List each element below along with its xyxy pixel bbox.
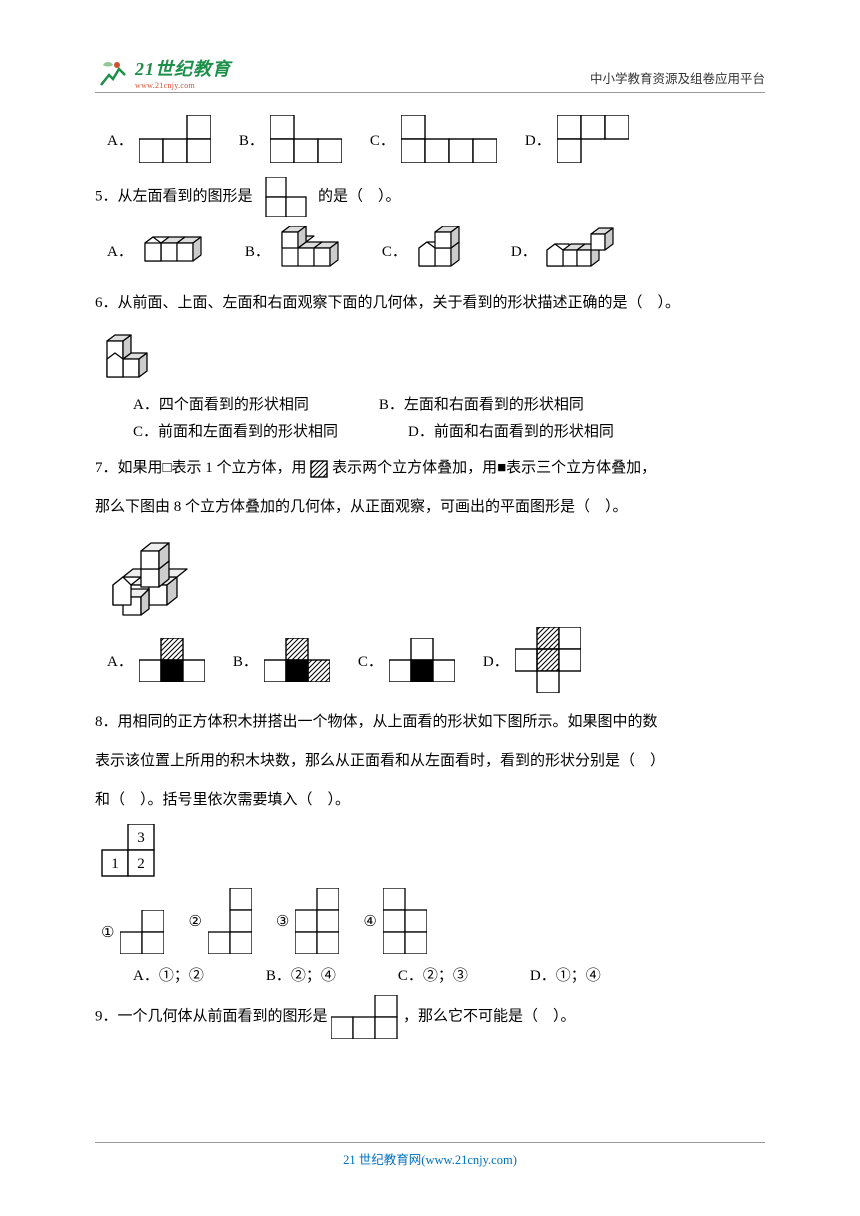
logo-sub-text: www.21cnjy.com xyxy=(135,81,231,90)
q7-plan-b xyxy=(264,638,330,682)
q6-opt-c: C．前面和左面看到的形状相同 xyxy=(133,420,338,441)
q8-topview-map: 3 1 2 xyxy=(101,824,155,878)
q7-line1: 7．如果用□表示 1 个立方体，用 表示两个立方体叠加，用■表示三个立方体叠加， xyxy=(95,453,765,483)
q8-shape-3 xyxy=(295,888,339,954)
hatch-square-icon xyxy=(310,460,328,478)
q7-line1a: 7．如果用□表示 1 个立方体，用 xyxy=(95,460,307,476)
q5-opt-c: C． xyxy=(382,240,407,261)
q5-target-shape xyxy=(258,177,314,217)
flat-shape-b xyxy=(270,115,342,163)
q5-opt-a: A． xyxy=(107,240,133,261)
q8-circ-3: ③ xyxy=(276,912,289,931)
q8-shape-2 xyxy=(208,888,252,954)
q6-options-row1: A．四个面看到的形状相同 B．左面和右面看到的形状相同 xyxy=(133,393,765,414)
q5-opt-b: B． xyxy=(245,240,270,261)
opt-label-d: D． xyxy=(525,129,551,150)
q5-opt-d: D． xyxy=(511,240,537,261)
opt-label-b: B． xyxy=(239,129,264,150)
q5-after: 的是（ ）。 xyxy=(318,188,401,204)
q5-stem: 5．从左面看到的图形是 的是（ ）。 xyxy=(95,177,765,217)
q8-shape-4 xyxy=(383,888,427,954)
q7-opt-b: B． xyxy=(233,650,258,671)
q8-opt-c: C．②；③ xyxy=(398,964,468,985)
q6-options-row2: C．前面和左面看到的形状相同 D．前面和右面看到的形状相同 xyxy=(133,420,765,441)
q8-line3: 和（ ）。括号里依次需要填入（ ）。 xyxy=(95,785,765,815)
cell-tr: 3 xyxy=(137,830,145,846)
q7-solid xyxy=(101,531,221,617)
q7-plan-a xyxy=(139,638,205,682)
q7-opt-c: C． xyxy=(358,650,383,671)
q8-circ-1: ① xyxy=(101,923,114,942)
q6-opt-a: A．四个面看到的形状相同 xyxy=(133,393,309,414)
q6-solid xyxy=(101,327,171,385)
flat-shape-d xyxy=(557,115,629,163)
q6-opt-b: B．左面和右面看到的形状相同 xyxy=(379,393,584,414)
q8-circ-4: ④ xyxy=(363,912,376,931)
q8-line2: 表示该位置上所用的积木块数，那么从正面看和从左面看时，看到的形状分别是（ ） xyxy=(95,746,765,776)
q7-line1b: 表示两个立方体叠加，用■表示三个立方体叠加， xyxy=(332,460,656,476)
logo: 21世纪教育 www.21cnjy.com xyxy=(95,55,231,90)
q8-opt-b: B．②；④ xyxy=(266,964,336,985)
footer-brand: 21 世纪教育网 xyxy=(343,1153,421,1167)
prev-question-options: A． B． C． D． xyxy=(107,115,765,163)
cell-bl: 1 xyxy=(111,856,119,872)
q6-stem: 6．从前面、上面、左面和右面观察下面的几何体，关于看到的形状描述正确的是（ ）。 xyxy=(95,288,765,318)
q5-before: 5．从左面看到的图形是 xyxy=(95,188,253,204)
opt-label-a: A． xyxy=(107,129,133,150)
q7-plan-c xyxy=(389,638,455,682)
q9-before: 9．一个几何体从前面看到的图形是 xyxy=(95,1008,328,1024)
q8-answer-options: A．①；② B．②；④ C．②；③ D．①；④ xyxy=(133,964,765,985)
q7-line2: 那么下图由 8 个立方体叠加的几何体，从正面观察，可画出的平面图形是（ ）。 xyxy=(95,492,765,522)
q7-opt-a: A． xyxy=(107,650,133,671)
q8-opt-d: D．①；④ xyxy=(530,964,601,985)
q9-stem: 9．一个几何体从前面看到的图形是 ，那么它不可能是（ ）。 xyxy=(95,995,765,1039)
footer-url: (www.21cnjy.com) xyxy=(421,1153,517,1167)
q9-after: ，那么它不可能是（ ）。 xyxy=(403,1008,576,1024)
q7-plan-d xyxy=(515,627,581,693)
q7-opt-d: D． xyxy=(483,650,509,671)
page-footer: 21 世纪教育网(www.21cnjy.com) xyxy=(95,1142,765,1168)
cube-shape-b xyxy=(276,226,354,274)
runner-icon xyxy=(95,57,131,89)
page-header: 21世纪教育 www.21cnjy.com 中小学教育资源及组卷应用平台 xyxy=(95,55,765,93)
q8-shape-options: ① ② ③ ④ xyxy=(101,888,765,954)
q9-front-view xyxy=(331,995,399,1039)
q8-line1: 8．用相同的正方体积木拼搭出一个物体，从上面看的形状如下图所示。如果图中的数 xyxy=(95,707,765,737)
flat-shape-c xyxy=(401,115,497,163)
q5-options: A． B． xyxy=(107,226,765,274)
cube-shape-a xyxy=(139,229,217,271)
q8-opt-a: A．①；② xyxy=(133,964,204,985)
cell-br: 2 xyxy=(137,856,145,872)
q8-shape-1 xyxy=(120,910,164,954)
cube-shape-c xyxy=(413,226,483,274)
q8-circ-2: ② xyxy=(188,912,201,931)
flat-shape-a xyxy=(139,115,211,163)
q6-opt-d: D．前面和右面看到的形状相同 xyxy=(408,420,614,441)
q7-options: A． B． C． xyxy=(107,627,765,693)
header-right-text: 中小学教育资源及组卷应用平台 xyxy=(590,68,765,90)
cube-shape-d xyxy=(543,226,633,274)
logo-main-text: 21世纪教育 xyxy=(135,55,231,81)
opt-label-c: C． xyxy=(370,129,395,150)
